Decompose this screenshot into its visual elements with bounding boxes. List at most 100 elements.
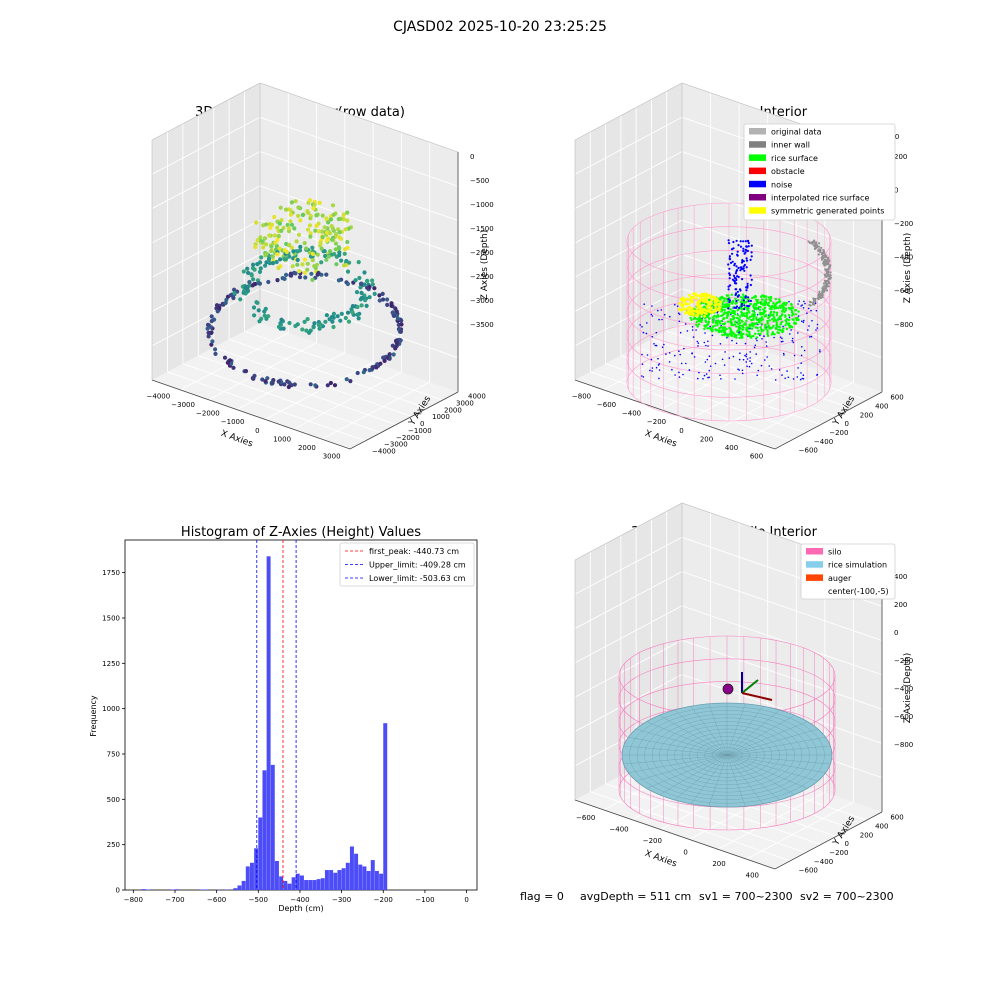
noise-point	[763, 335, 765, 337]
raw-data-point	[343, 315, 348, 321]
histogram-bar	[233, 888, 238, 890]
rice-surface-point	[757, 329, 760, 332]
rice-surface-point	[760, 302, 763, 306]
y-tick-label: −600	[799, 447, 818, 455]
inner-wall-point	[813, 244, 816, 247]
raw-data-point	[288, 212, 293, 217]
raw-data-point	[264, 222, 269, 227]
noise-point	[782, 340, 784, 343]
raw-data-point	[334, 232, 339, 237]
noise-point	[645, 332, 648, 335]
rice-surface-point	[743, 312, 746, 315]
raw-data-point	[342, 263, 347, 268]
floor-gridline	[293, 371, 402, 430]
raw-data-point	[358, 285, 363, 290]
noise-point	[756, 313, 759, 316]
symmetric-point	[685, 311, 689, 314]
raw-data-point	[302, 319, 307, 324]
rice-mesh-line	[726, 709, 780, 756]
inner-wall-point	[827, 273, 830, 276]
rice-surface-point	[764, 315, 768, 318]
raw-data-point	[328, 231, 333, 236]
noise-point	[778, 369, 781, 371]
noise-point	[735, 299, 738, 303]
noise-point	[797, 332, 799, 334]
raw-data-point	[372, 291, 377, 296]
raw-data-point	[339, 311, 344, 316]
rice-surface-point	[697, 323, 701, 326]
inner-wall-point	[827, 278, 830, 281]
rice-surface-point	[742, 296, 745, 299]
classify-3d-points	[639, 239, 833, 381]
simulation-3d-ticks: −600−400−20002004006004002000−200−400−60…	[576, 573, 913, 879]
raw-data-point	[365, 279, 370, 284]
noise-point	[799, 378, 802, 381]
noise-point	[728, 277, 731, 280]
status-avg-depth: avgDepth = 511 cm	[580, 890, 691, 903]
noise-point	[641, 326, 643, 328]
noise-point	[743, 308, 746, 311]
rice-surface-point	[731, 309, 735, 312]
x-tick-label: −500	[249, 896, 268, 904]
symmetric-point	[699, 309, 702, 312]
raw-data-point	[308, 198, 313, 203]
symmetric-point	[689, 310, 692, 313]
inner-wall-point	[825, 289, 828, 292]
raw-data-point	[293, 199, 298, 204]
raw-data-point	[333, 247, 338, 252]
rice-surface-point	[762, 308, 765, 311]
noise-point	[654, 344, 657, 347]
rice-surface-point	[695, 320, 698, 324]
histogram-bar	[199, 889, 204, 890]
noise-point	[728, 257, 731, 260]
noise-point	[735, 265, 738, 268]
symmetric-point	[719, 300, 723, 304]
y-tick-label: −200	[829, 849, 848, 857]
noise-point	[744, 240, 747, 243]
noise-point	[750, 278, 753, 281]
rice-surface-point	[785, 318, 789, 321]
raw-data-point	[345, 269, 351, 274]
z-tick-label: 0	[470, 153, 474, 161]
noise-point	[704, 332, 706, 334]
rice-surface-point	[730, 293, 734, 296]
inner-wall-point	[822, 260, 825, 263]
raw-data-point	[287, 242, 292, 247]
raw-data-point	[357, 275, 362, 281]
symmetric-point	[683, 298, 687, 302]
noise-point	[738, 288, 742, 291]
noise-point	[738, 358, 741, 361]
rice-surface-point	[714, 321, 718, 325]
rice-surface-point	[785, 301, 788, 305]
raw-data-point	[280, 276, 285, 281]
rice-surface-point	[729, 311, 733, 315]
noise-point	[746, 282, 749, 285]
raw-data-point	[297, 275, 303, 280]
noise-point	[734, 378, 736, 380]
raw-data-point	[387, 356, 392, 361]
rice-surface-point	[787, 322, 791, 325]
y-tick-label: −200	[829, 429, 848, 437]
rice-surface-point	[730, 334, 734, 338]
noise-point	[653, 343, 655, 345]
raw-data-point	[359, 295, 364, 300]
raw-data-point	[206, 330, 211, 335]
noise-point	[745, 245, 748, 248]
rice-surface-point	[772, 302, 775, 305]
x-tick-label: 400	[746, 871, 759, 879]
histogram-bar	[316, 879, 321, 890]
raw-data-point	[292, 226, 297, 231]
noise-point	[736, 253, 739, 256]
raw-data-point	[232, 291, 237, 296]
rice-surface-point	[758, 308, 762, 311]
noise-point	[740, 266, 743, 269]
raw-data-point	[252, 267, 257, 272]
raw-data-point	[338, 318, 343, 323]
inner-wall-point	[824, 256, 827, 259]
noise-point	[727, 263, 730, 266]
histogram-bar	[329, 870, 334, 890]
rice-surface-point	[722, 317, 725, 321]
raw-data-point	[210, 339, 215, 344]
rice-surface-point	[720, 330, 723, 334]
rice-surface-point	[766, 332, 769, 336]
